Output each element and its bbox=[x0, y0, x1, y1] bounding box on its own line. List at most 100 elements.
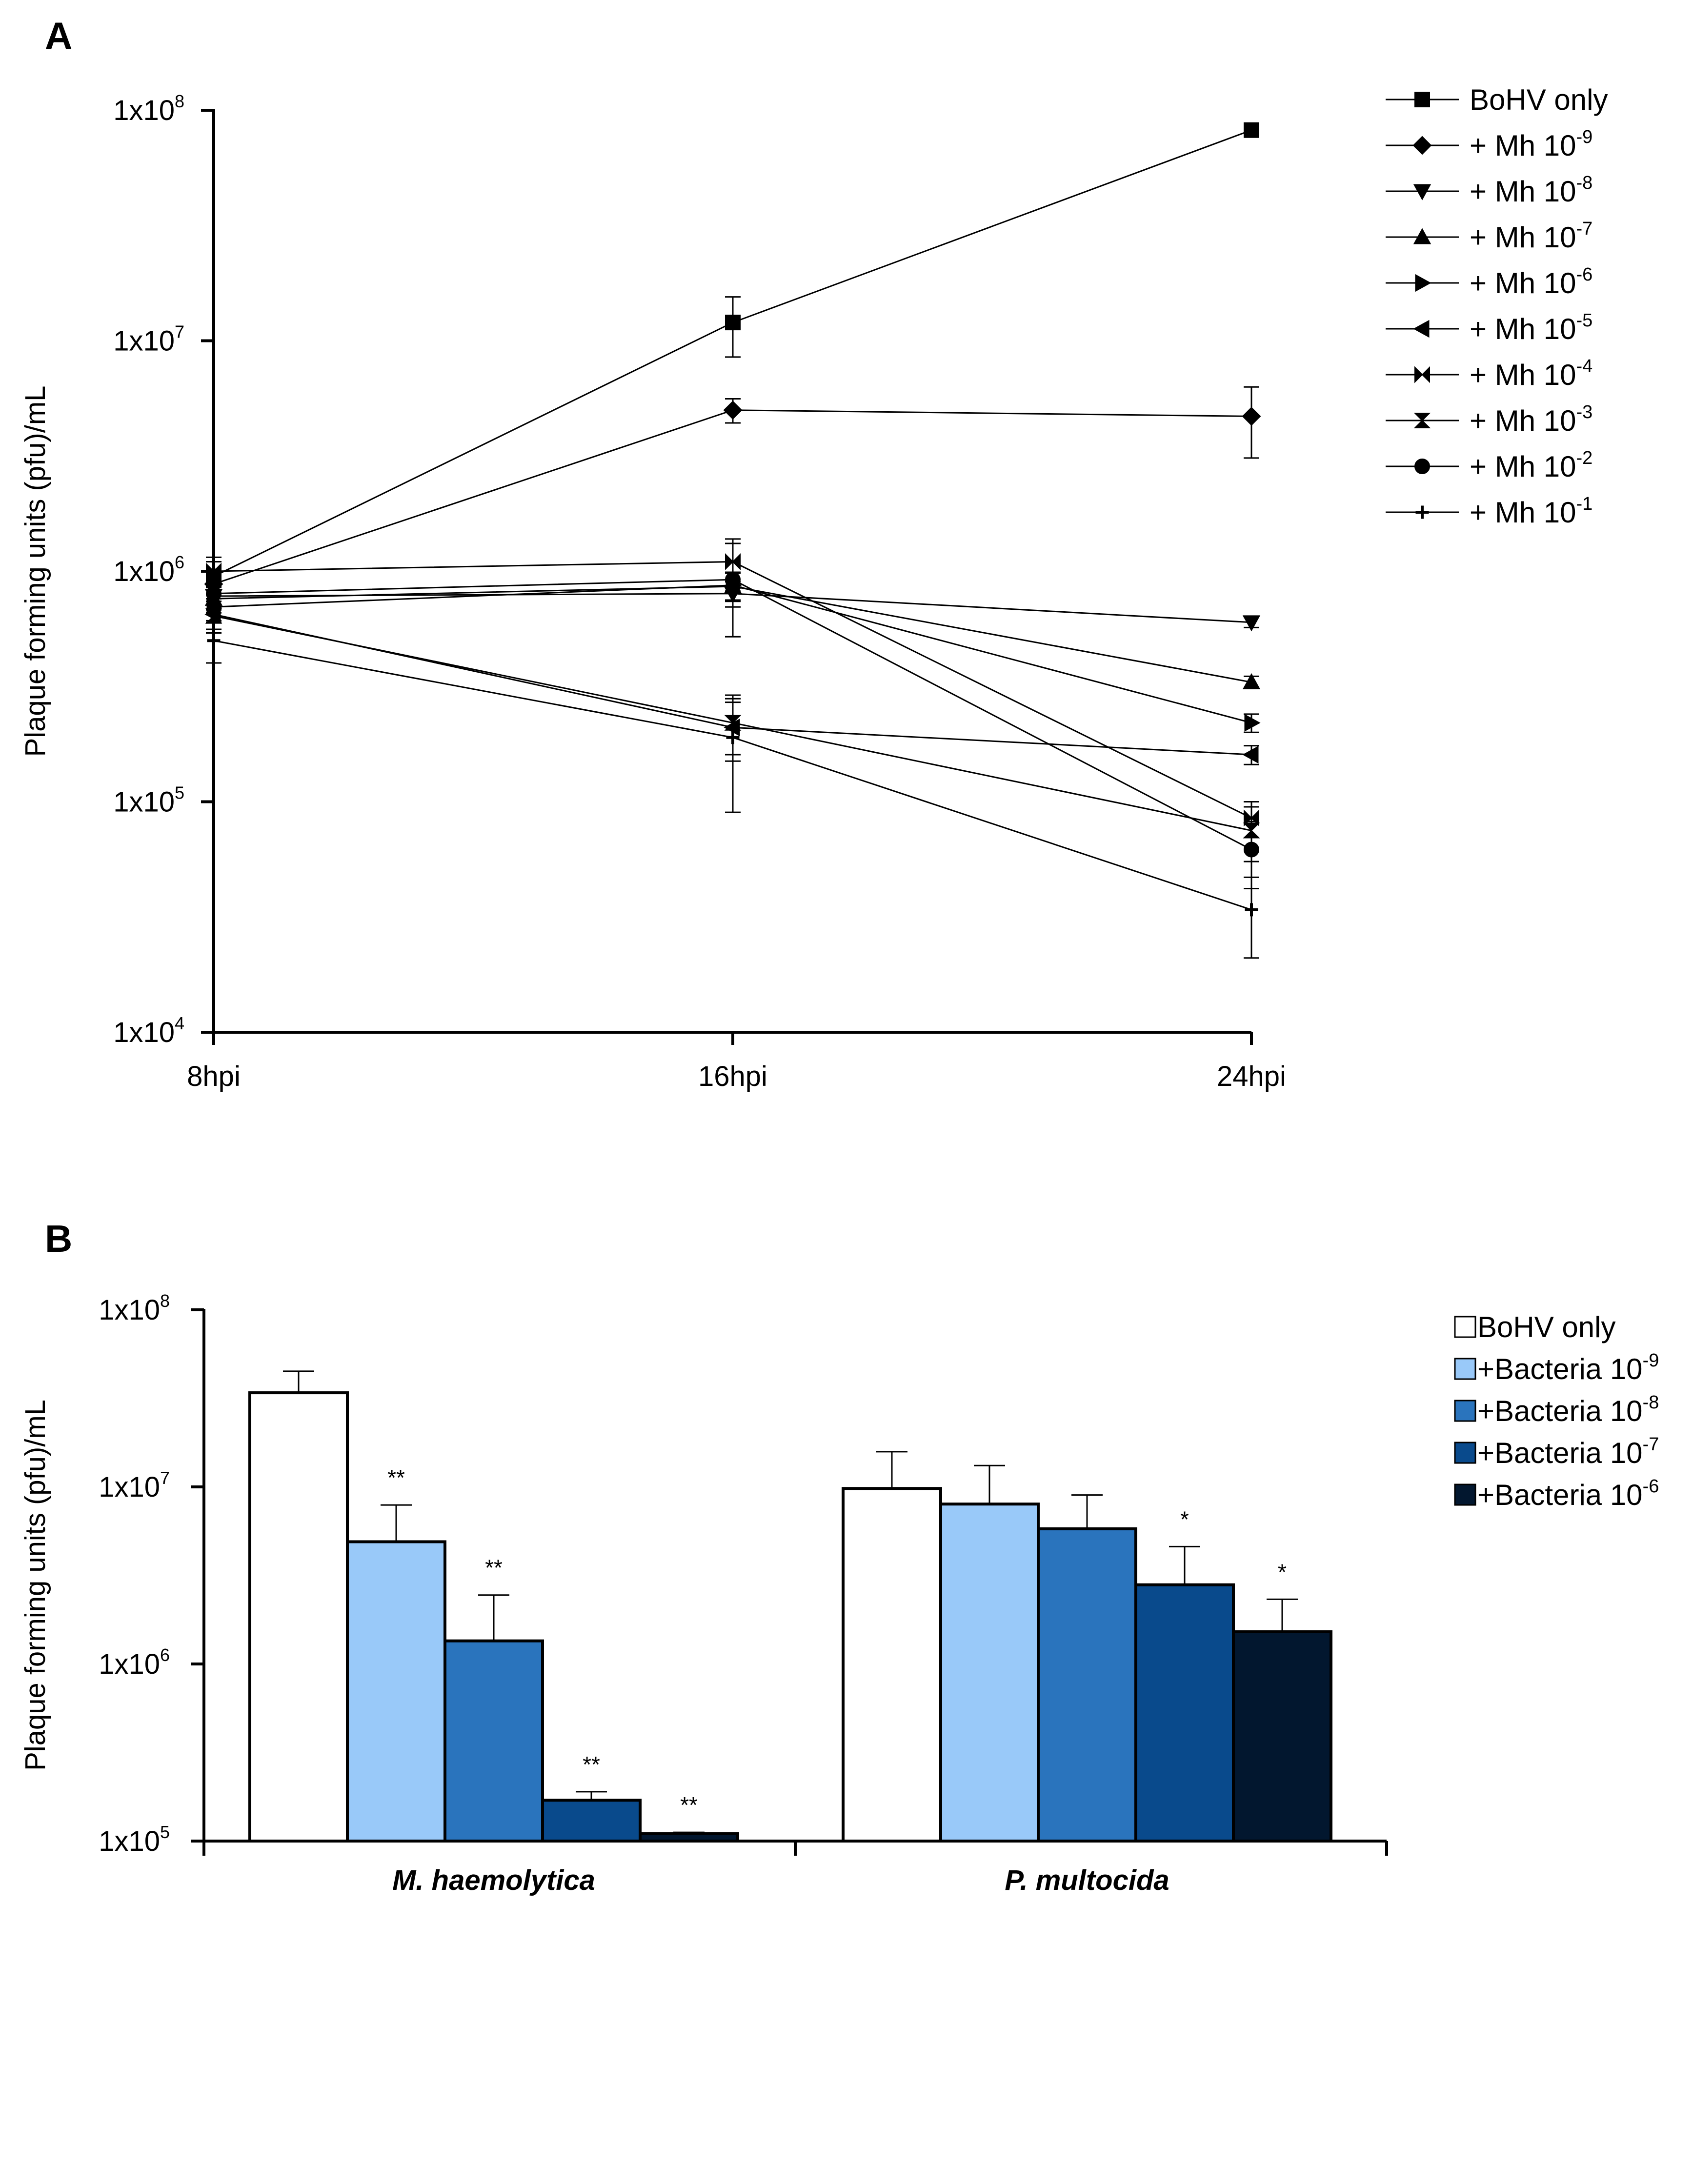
legend-label-b: +Bacteria 10-8 bbox=[1477, 1392, 1659, 1427]
y-tick-label-exp-a: 5 bbox=[175, 783, 184, 803]
legend-label-base-a: + Mh 10 bbox=[1470, 175, 1576, 208]
data-point-a bbox=[206, 585, 222, 601]
legend-swatch-b bbox=[1454, 1442, 1476, 1464]
data-point-a bbox=[1242, 615, 1261, 632]
legend-label-exp-a: -9 bbox=[1576, 127, 1592, 147]
legend-swatch-b bbox=[1454, 1400, 1476, 1422]
category-label-b: M. haemolytica bbox=[392, 1864, 595, 1896]
legend-label-exp-b: -6 bbox=[1643, 1476, 1659, 1497]
legend-label-exp-a: -4 bbox=[1576, 356, 1592, 377]
legend-label-base-a: + Mh 10 bbox=[1470, 267, 1576, 300]
legend-label-a: BoHV only bbox=[1470, 83, 1608, 116]
bar-b bbox=[1134, 1583, 1235, 1843]
y-tick-label-exp-a: 4 bbox=[175, 1013, 184, 1033]
data-point-a bbox=[206, 562, 222, 580]
x-tick-label-a: 8hpi bbox=[187, 1061, 241, 1092]
y-tick-label-a: 1x105 bbox=[113, 783, 184, 818]
legend-marker-a bbox=[1414, 92, 1430, 107]
category-label-b: P. multocida bbox=[1005, 1864, 1169, 1896]
significance-label-b: * bbox=[1180, 1506, 1189, 1532]
significance-label-b: ** bbox=[583, 1752, 600, 1777]
y-tick-label-base-b: 1x10 bbox=[99, 1294, 160, 1326]
data-point-a bbox=[207, 634, 221, 647]
legend-label-exp-a: -8 bbox=[1576, 173, 1592, 193]
data-point-a bbox=[1242, 745, 1259, 764]
legend-marker-a bbox=[1412, 136, 1432, 155]
legend-label-b: +Bacteria 10-7 bbox=[1477, 1434, 1659, 1469]
bar-b bbox=[346, 1540, 446, 1843]
legend-marker-a bbox=[1413, 413, 1431, 428]
y-tick-label-exp-a: 7 bbox=[175, 322, 184, 342]
significance-label-b: ** bbox=[387, 1465, 405, 1490]
bar-b bbox=[248, 1391, 349, 1843]
legend-marker-a bbox=[1415, 505, 1429, 519]
legend-label-base-a: + Mh 10 bbox=[1470, 129, 1576, 162]
data-point-a bbox=[725, 315, 741, 331]
panel-a-letter: A bbox=[45, 14, 72, 57]
y-tick-label-base-a: 1x10 bbox=[113, 1017, 175, 1048]
legend-label-a: + Mh 10-5 bbox=[1470, 310, 1592, 345]
legend-label-b: BoHV only bbox=[1477, 1311, 1615, 1343]
legend-label-exp-a: -3 bbox=[1576, 402, 1592, 422]
y-tick-label-a: 1x104 bbox=[113, 1013, 184, 1048]
legend-label-base-a: BoHV only bbox=[1470, 83, 1608, 116]
legend-label-exp-a: -6 bbox=[1576, 264, 1592, 285]
legend-label-base-b: +Bacteria 10 bbox=[1477, 1353, 1643, 1385]
legend-label-base-a: + Mh 10 bbox=[1470, 221, 1576, 254]
legend-label-base-a: + Mh 10 bbox=[1470, 450, 1576, 483]
legend-label-exp-b: -8 bbox=[1643, 1392, 1659, 1413]
legend-label-base-b: BoHV only bbox=[1477, 1311, 1615, 1343]
y-tick-label-base-a: 1x10 bbox=[113, 325, 175, 357]
y-tick-label-b: 1x105 bbox=[99, 1822, 170, 1857]
data-point-a bbox=[1242, 673, 1261, 690]
data-point-a bbox=[1242, 407, 1261, 426]
legend-label-base-a: + Mh 10 bbox=[1470, 313, 1576, 345]
y-tick-label-base-b: 1x10 bbox=[99, 1648, 160, 1680]
legend-label-a: + Mh 10-1 bbox=[1470, 494, 1592, 529]
y-tick-label-exp-a: 8 bbox=[175, 91, 184, 111]
legend-marker-a bbox=[1413, 184, 1431, 200]
legend-label-a: + Mh 10-7 bbox=[1470, 219, 1592, 254]
data-point-a bbox=[1244, 714, 1261, 732]
legend-marker-a bbox=[1413, 228, 1431, 244]
data-point-a bbox=[1244, 842, 1259, 858]
data-point-a bbox=[725, 553, 741, 570]
data-point-a bbox=[725, 572, 741, 588]
bar-b bbox=[939, 1503, 1040, 1843]
y-tick-label-b: 1x108 bbox=[99, 1291, 170, 1326]
x-tick-label-a: 24hpi bbox=[1217, 1061, 1286, 1092]
legend-label-base-b: +Bacteria 10 bbox=[1477, 1437, 1643, 1469]
y-tick-label-base-a: 1x10 bbox=[113, 556, 175, 587]
y-tick-label-exp-b: 6 bbox=[160, 1645, 170, 1665]
legend-label-exp-a: -2 bbox=[1576, 448, 1592, 468]
y-tick-label-exp-b: 8 bbox=[160, 1291, 170, 1311]
legend-label-a: + Mh 10-9 bbox=[1470, 127, 1592, 162]
legend-label-base-b: +Bacteria 10 bbox=[1477, 1479, 1643, 1511]
data-point-a bbox=[723, 401, 743, 420]
legend-label-a: + Mh 10-2 bbox=[1470, 448, 1592, 483]
legend-label-exp-b: -7 bbox=[1643, 1434, 1659, 1455]
bar-b bbox=[1037, 1527, 1137, 1843]
panel-b-letter: B bbox=[45, 1217, 72, 1260]
y-tick-label-exp-a: 6 bbox=[175, 552, 184, 572]
legend-swatch-b bbox=[1454, 1316, 1476, 1338]
data-point-a bbox=[726, 731, 740, 744]
x-tick-label-a: 16hpi bbox=[698, 1061, 767, 1092]
legend-swatch-b bbox=[1454, 1483, 1476, 1506]
legend-label-b: +Bacteria 10-9 bbox=[1477, 1350, 1659, 1385]
data-point-a bbox=[1244, 122, 1259, 138]
legend-label-a: + Mh 10-8 bbox=[1470, 173, 1592, 208]
legend-label-a: + Mh 10-6 bbox=[1470, 264, 1592, 300]
bar-b bbox=[1232, 1630, 1332, 1843]
data-point-a bbox=[1245, 903, 1258, 917]
legend-marker-a bbox=[1414, 459, 1430, 474]
y-tick-label-b: 1x107 bbox=[99, 1468, 170, 1503]
significance-label-b: ** bbox=[680, 1792, 698, 1818]
y-tick-label-b: 1x106 bbox=[99, 1645, 170, 1680]
legend-swatch-b bbox=[1454, 1358, 1476, 1380]
significance-label-b: * bbox=[1278, 1559, 1287, 1584]
legend-label-exp-a: -7 bbox=[1576, 219, 1592, 239]
y-tick-label-exp-b: 7 bbox=[160, 1468, 170, 1488]
